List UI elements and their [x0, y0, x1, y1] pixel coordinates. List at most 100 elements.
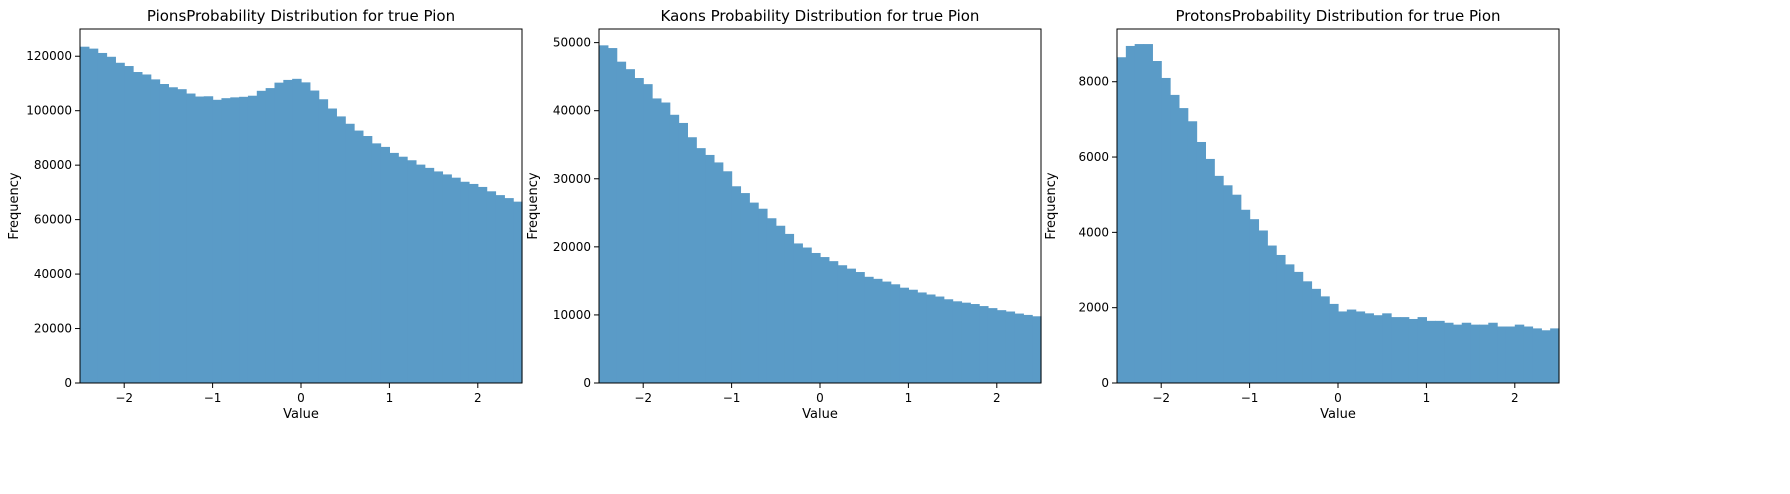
chart-panel-1: −2 −1 0 1 2 0 20000 40000 60000 80000 100000 120000… [7, 7, 523, 422]
histogram-bar [1408, 318, 1419, 383]
histogram-bar [1329, 303, 1339, 383]
histogram-bar [1514, 324, 1525, 383]
histogram-bar [731, 186, 742, 383]
histogram-bar [1338, 311, 1348, 383]
histogram-bar [1214, 175, 1224, 383]
histogram-bar [1032, 316, 1042, 383]
histogram-bar [970, 304, 980, 383]
histogram-bar [837, 265, 848, 383]
histogram-bar [766, 218, 777, 383]
histogram-bar [301, 82, 311, 384]
histogram-bar [793, 243, 803, 383]
histogram-bar [952, 301, 963, 383]
histogram-bar [327, 108, 337, 383]
histogram-bar [1311, 288, 1321, 383]
histogram-bar [934, 296, 945, 383]
histogram-bar [828, 261, 839, 383]
histogram-bar [705, 154, 715, 383]
histogram-bar [943, 299, 954, 383]
histogram-bar [722, 171, 733, 383]
histogram-bar [1320, 296, 1330, 383]
x-axis-label: Value [1320, 407, 1356, 422]
y-tick-label: 0 [1101, 376, 1109, 390]
histogram-bar [1355, 311, 1366, 383]
histogram-bar [881, 281, 892, 383]
histogram-bar [1117, 57, 1127, 384]
histogram-bar [141, 74, 152, 383]
y-tick-label: 0 [64, 376, 72, 390]
y-tick-label: 50000 [553, 36, 591, 50]
y-tick-label: 0 [583, 376, 591, 390]
y-tick-label: 20000 [34, 322, 72, 336]
histogram-bars [1117, 44, 1560, 384]
histogram-bar [1391, 317, 1401, 383]
histogram-bar [908, 289, 918, 383]
histogram-bar [477, 186, 488, 383]
histogram-bar [486, 191, 497, 383]
x-tick-label: −1 [723, 391, 741, 405]
histogram-bar [1470, 324, 1481, 383]
histogram-bar [415, 164, 426, 383]
histogram-bar [1014, 313, 1024, 383]
histogram-bar [660, 102, 671, 384]
x-tick-label: −2 [1152, 391, 1170, 405]
histogram-bar [696, 148, 706, 383]
histogram-bar [669, 114, 680, 383]
histogram-bar [987, 308, 998, 383]
histogram-bar [687, 137, 697, 383]
histogram-bar [1170, 94, 1180, 384]
histogram-bar [899, 287, 909, 383]
histogram-bar [775, 225, 786, 383]
histogram-bar [1161, 77, 1171, 384]
histogram-bar [1134, 44, 1145, 384]
x-tick-label: 0 [1334, 391, 1342, 405]
histogram-bar [1187, 121, 1198, 384]
chart-title: PionsProbability Distribution for true P… [147, 7, 455, 25]
x-tick-label: 1 [386, 391, 394, 405]
chart-panel-3: −2 −1 0 1 2 0 2000 4000 6000 8000 ProtonsProbabili… [1044, 7, 1560, 422]
x-tick-label: −2 [634, 391, 652, 405]
x-tick-label: 2 [474, 391, 482, 405]
histogram-bar [115, 62, 125, 384]
y-tick-label: 120000 [26, 49, 72, 63]
histogram-bar [221, 98, 231, 384]
histogram-bar [1125, 45, 1136, 383]
histogram-bar [1267, 245, 1277, 383]
histogram-bar [468, 183, 479, 383]
histogram-bar [616, 61, 627, 384]
histogram-bar [451, 177, 461, 383]
histogram-bar [1152, 61, 1162, 383]
histogram-bar [1541, 330, 1551, 383]
histogram-bar [230, 97, 240, 383]
histogram-bar [336, 116, 346, 383]
histogram-bar [917, 292, 927, 383]
histogram-bar [678, 122, 688, 383]
histogram-bar [389, 152, 399, 383]
y-axis-label: Frequency [1044, 172, 1059, 239]
histogram-bar [1258, 230, 1268, 383]
histogram-bar [996, 310, 1007, 383]
histogram-bar [1435, 320, 1445, 383]
y-tick-label: 100000 [26, 104, 72, 118]
x-tick-label: −1 [1241, 391, 1259, 405]
histogram-bar [407, 160, 417, 383]
y-tick-label: 80000 [34, 158, 72, 172]
x-tick-label: −2 [115, 391, 133, 405]
histogram-bar [1276, 254, 1286, 383]
histogram-bar [1488, 322, 1498, 383]
histogram-bar [168, 87, 178, 384]
histogram-bar [265, 88, 276, 383]
histogram-bar [133, 72, 143, 384]
histogram-bar [1417, 317, 1427, 383]
histogram-bar [424, 167, 435, 383]
histogram-bar [607, 48, 618, 384]
histogram-bar [1382, 313, 1392, 383]
histogram-bar [599, 45, 609, 384]
histogram-bar [1005, 311, 1016, 383]
histogram-bar [124, 66, 134, 383]
histogram-bar [890, 284, 901, 383]
histogram-bar [194, 96, 205, 383]
histogram-bar [1364, 313, 1374, 383]
histogram-bar [1373, 315, 1383, 383]
